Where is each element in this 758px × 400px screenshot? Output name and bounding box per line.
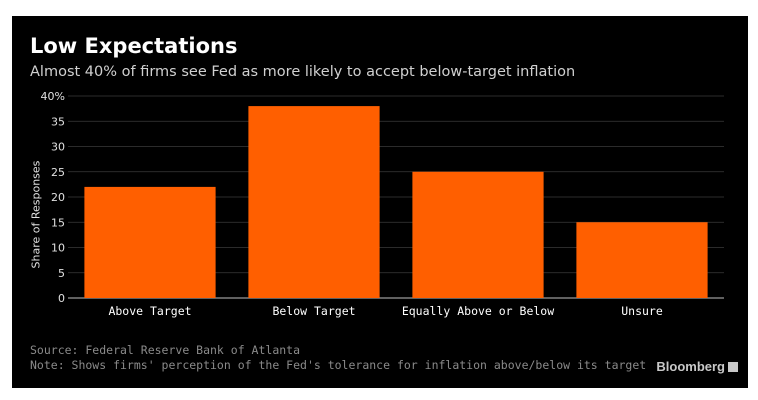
y-tick-labels: 0 5 10 15 20 25 30 35 40% — [41, 90, 65, 305]
bloomberg-logo: Bloomberg — [656, 359, 738, 374]
brand-text: Bloomberg — [656, 359, 725, 374]
y-tick-label: 35 — [51, 115, 65, 128]
y-tick-label: 20 — [51, 191, 65, 204]
y-tick-label: 5 — [58, 267, 65, 280]
chart-title: Low Expectations — [30, 34, 238, 58]
y-tick-label: 40% — [41, 90, 65, 103]
footnote: Note: Shows firms' perception of the Fed… — [30, 358, 647, 372]
brand-square-icon — [728, 362, 738, 372]
y-tick-label: 15 — [51, 216, 65, 229]
bar-equally-above-or-below — [412, 171, 544, 298]
chart-panel: Low Expectations Almost 40% of firms see… — [12, 16, 748, 388]
source-note: Source: Federal Reserve Bank of Atlanta — [30, 343, 301, 357]
bars — [84, 106, 708, 298]
y-tick-label: 0 — [58, 292, 65, 305]
y-tick-label: 25 — [51, 166, 65, 179]
y-tick-label: 30 — [51, 141, 65, 154]
x-tick-label: Unsure — [621, 304, 663, 318]
chart-subtitle: Almost 40% of firms see Fed as more like… — [30, 64, 576, 80]
x-tick-label: Below Target — [272, 304, 355, 318]
bar-below-target — [248, 106, 380, 298]
x-tick-label: Equally Above or Below — [402, 304, 554, 318]
y-tick-label: 10 — [51, 242, 65, 255]
x-tick-label: Above Target — [108, 304, 191, 318]
bar-chart-plot: 0 5 10 15 20 25 30 35 40% Above Target Below Targ… — [41, 90, 724, 318]
x-tick-labels: Above Target Below Target Equally Above or… — [108, 304, 662, 318]
bar-above-target — [84, 186, 216, 298]
bar-unsure — [576, 222, 708, 298]
